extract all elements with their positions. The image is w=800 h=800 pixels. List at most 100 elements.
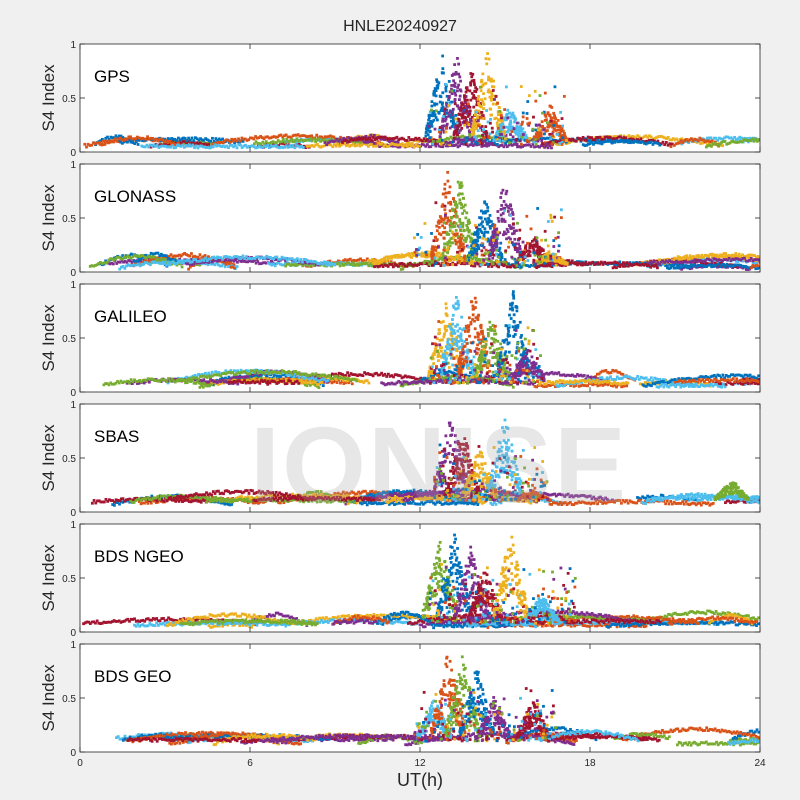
data-point [755,139,759,143]
data-point [251,260,255,263]
data-point [498,130,502,134]
data-point [424,127,428,131]
data-point [439,233,443,237]
data-point [747,266,751,270]
data-point [535,124,538,127]
data-point [145,261,149,265]
data-point [736,266,740,269]
data-point [131,139,134,143]
data-point [584,137,588,141]
data-point [325,135,329,139]
data-point [435,260,439,263]
data-point [453,63,457,67]
data-point [403,254,407,258]
data-point [688,267,692,271]
data-point [466,226,470,230]
data-point [449,263,453,266]
data-point [637,140,641,144]
data-point [158,254,162,258]
data-point [517,131,521,135]
data-point [469,236,472,240]
data-point [184,144,188,147]
data-point [461,212,464,215]
data-point [467,111,471,115]
data-point [522,253,526,257]
data-point [496,126,500,130]
data-point [246,257,250,261]
data-point [437,225,441,229]
data-point [122,140,126,144]
data-point [105,139,109,143]
data-point [280,255,284,259]
data-point [623,262,627,266]
data-point [486,90,490,94]
data-point [548,141,552,145]
data-point [737,263,741,267]
data-point [416,144,420,148]
data-point [516,137,520,141]
data-point [447,104,451,107]
data-point [281,137,285,141]
data-point [543,137,547,141]
data-point [352,258,356,262]
data-point [165,145,169,149]
data-point [683,139,687,142]
data-point [195,261,199,265]
panel-label: GPS [94,67,130,86]
data-point [453,100,457,104]
data-point [447,219,450,222]
data-point [511,114,515,117]
data-point [486,222,489,226]
data-point [502,233,505,237]
data-point [188,260,192,264]
data-point [129,140,133,144]
data-point [486,209,490,213]
data-point [430,254,434,258]
data-point [634,136,638,140]
data-point [458,112,461,116]
data-point [360,143,363,147]
data-point [606,137,610,141]
data-point [436,251,439,255]
data-point [473,121,477,125]
data-point [394,143,397,147]
data-point [495,130,499,134]
data-point [720,259,724,263]
data-point [487,143,490,147]
data-point [441,255,445,259]
data-point [120,265,123,269]
data-point [626,264,630,268]
data-point [427,260,430,263]
data-point [173,258,177,262]
data-point [355,262,359,266]
data-point [424,137,428,141]
data-point [289,257,292,261]
data-point [537,259,541,263]
data-point [158,139,162,143]
data-point [265,257,269,261]
data-point [183,252,187,255]
data-point [552,111,556,115]
data-point [129,135,132,139]
data-point [286,262,289,266]
data-point [297,260,301,264]
data-point [171,141,175,145]
data-point [303,262,306,266]
data-point [680,137,684,141]
data-point [329,263,333,267]
data-point [664,259,668,263]
data-point [442,138,446,142]
data-point [215,141,218,145]
data-point [622,134,626,138]
data-point [267,146,271,150]
data-point [130,137,134,141]
data-point [459,142,463,146]
data-point [700,265,704,269]
data-point [744,255,748,259]
data-point [476,117,479,121]
data-point [720,263,724,267]
data-point [285,137,289,141]
data-point [537,123,541,127]
data-point [163,262,167,266]
data-point [658,135,662,138]
